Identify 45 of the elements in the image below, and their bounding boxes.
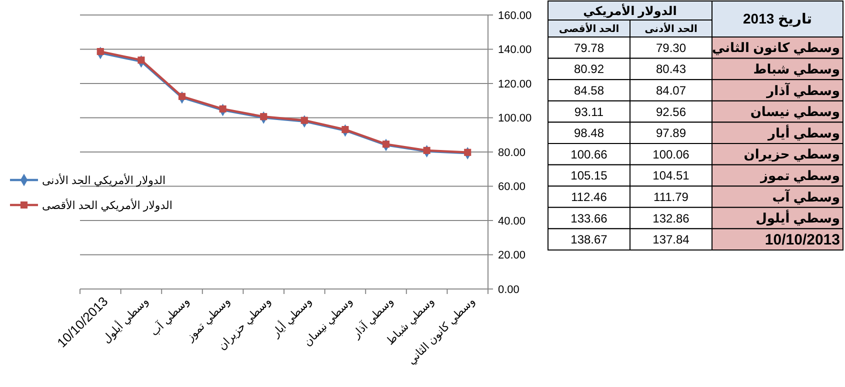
- data-label: 84.07: [656, 83, 686, 98]
- data-label: 100.66: [570, 147, 608, 162]
- data-label: 80.92: [574, 62, 604, 76]
- legend-label: الحد الأدنى: [644, 22, 698, 35]
- data-label: 105.15: [570, 168, 608, 183]
- data-label: 97.89: [656, 126, 686, 140]
- category-label: وسطي أيلول: [756, 210, 840, 227]
- data-label: 133.66: [570, 211, 608, 226]
- data-label: 93.11: [574, 104, 604, 119]
- legend-label: الدولار الأمريكي الحد الأدنى: [42, 172, 166, 187]
- legend-label: الدولار الأمريكي الحد الأقصى: [42, 198, 172, 212]
- y-tick-label: 20.00: [498, 250, 526, 262]
- category-label: 10/10/2013: [764, 232, 840, 249]
- category-label: وسطي نيسان: [750, 104, 840, 120]
- y-tick-label: 100.00: [498, 112, 532, 125]
- data-label: 111.79: [654, 190, 689, 204]
- data-label: 137.84: [652, 232, 690, 247]
- data-label: 79.30: [656, 40, 686, 55]
- y-tick-label: 120.00: [498, 78, 532, 90]
- category-label: وسطي أيار: [767, 124, 840, 142]
- data-label: 138.67: [570, 232, 608, 247]
- data-label: 80.43: [656, 62, 686, 76]
- data-label: 84.58: [574, 83, 604, 98]
- data-label: 104.51: [652, 168, 690, 183]
- series-label: الحد الأقصى: [558, 22, 620, 35]
- data-label: 92.56: [656, 104, 686, 119]
- category-label: وسطي كانون الثاني: [712, 40, 840, 56]
- y-tick-label: 140.00: [498, 44, 532, 56]
- text: الدولار الأمريكي: [583, 3, 677, 18]
- data-label: 98.48: [574, 126, 604, 140]
- category-label: وسطي تموز: [759, 168, 840, 184]
- y-tick-label: 80.00: [498, 146, 526, 159]
- y-tick-label: 60.00: [498, 181, 526, 194]
- category-label: وسطي آذار: [766, 82, 840, 99]
- data-label: 79.78: [574, 40, 604, 55]
- data-label: 132.86: [652, 211, 690, 226]
- category-label: وسطي شباط: [753, 62, 840, 78]
- text: تاريخ 2013: [743, 10, 812, 28]
- y-tick-label: 160.00: [498, 10, 532, 22]
- category-label: وسطي آب: [772, 188, 840, 206]
- data-label: 100.06: [652, 147, 690, 162]
- y-tick-label: 40.00: [498, 215, 526, 228]
- y-tick-label: 0.00: [498, 284, 520, 296]
- category-label: وسطي حزيران: [744, 146, 840, 163]
- data-label: 112.46: [571, 190, 608, 204]
